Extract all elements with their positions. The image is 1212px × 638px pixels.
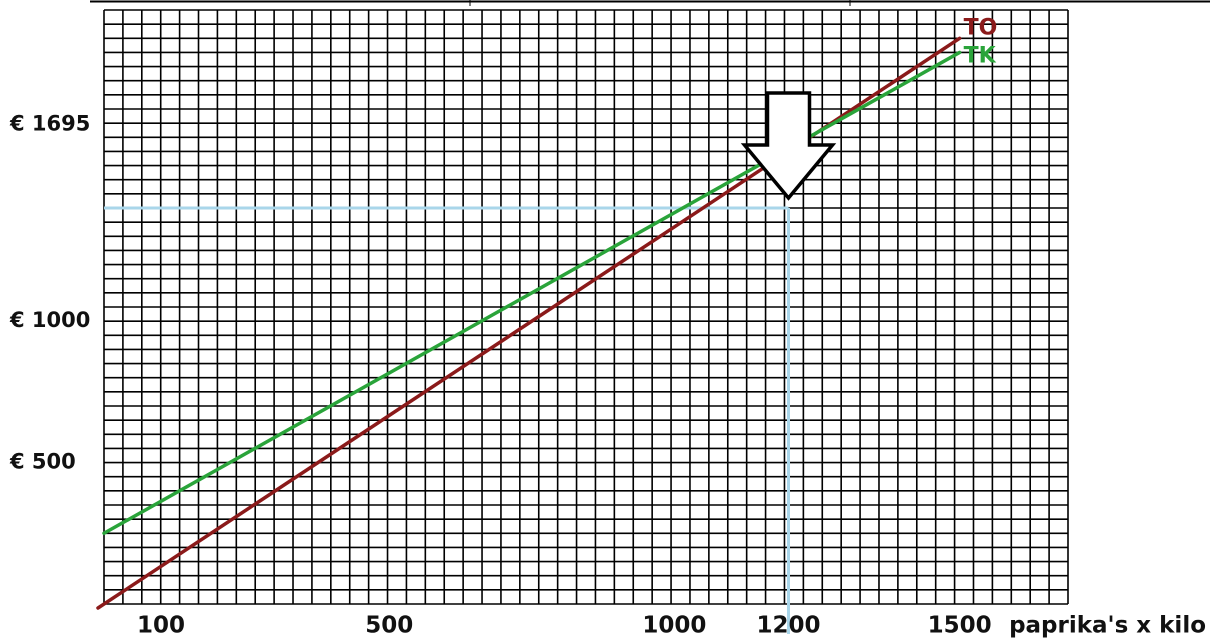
series-label-to: TO — [964, 15, 998, 40]
chart-grid — [103, 9, 1069, 605]
x-axis-unit-label: paprika's x kilo — [1009, 613, 1206, 638]
x-tick-label: 100 — [137, 613, 185, 638]
x-tick-label: 1200 — [756, 613, 820, 638]
x-tick-label: 500 — [365, 613, 413, 638]
series-line-tk — [102, 50, 962, 536]
y-tick-label: € 500 — [9, 450, 76, 474]
y-tick-label: € 1695 — [9, 112, 90, 136]
x-tick-label: 1000 — [642, 613, 706, 638]
y-axis-labels: € 500 € 1000 € 1695 — [9, 112, 90, 474]
series-label-tk: TK — [964, 43, 997, 68]
down-arrow-shape — [740, 91, 837, 201]
y-tick-label: € 1000 — [9, 308, 90, 332]
break-even-guides — [104, 206, 790, 634]
x-tick-label: 1500 — [928, 613, 992, 638]
down-arrow-icon — [740, 91, 837, 201]
x-axis-labels: 100 500 1000 1200 1500 paprika's x kilo — [137, 613, 1206, 638]
chart-series: TO TK — [96, 15, 998, 610]
